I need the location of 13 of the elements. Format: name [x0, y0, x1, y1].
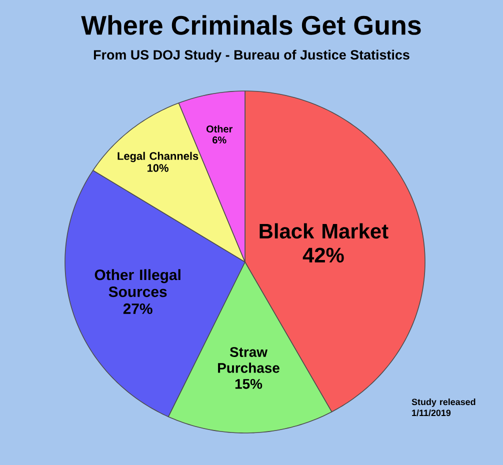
data-label: 6% — [212, 136, 226, 144]
slice-label: Straw Purchase — [218, 347, 280, 373]
slice-label: Other — [206, 125, 233, 133]
chart-title: Where Criminals Get Guns — [81, 15, 421, 35]
slice-label: Legal Channels — [118, 152, 198, 162]
slice-label: Black Market — [260, 223, 388, 239]
data-label: 10% — [148, 164, 168, 172]
slice-label: Other Illegal Sources — [94, 269, 180, 298]
data-label: 15% — [235, 379, 262, 389]
data-label: 27% — [123, 303, 152, 314]
data-label: 42% — [302, 248, 344, 262]
chart-subtitle: From US DOJ Study - Bureau of Justice Statistics — [94, 50, 410, 62]
text: Study released 1/11/2019 — [412, 398, 476, 416]
